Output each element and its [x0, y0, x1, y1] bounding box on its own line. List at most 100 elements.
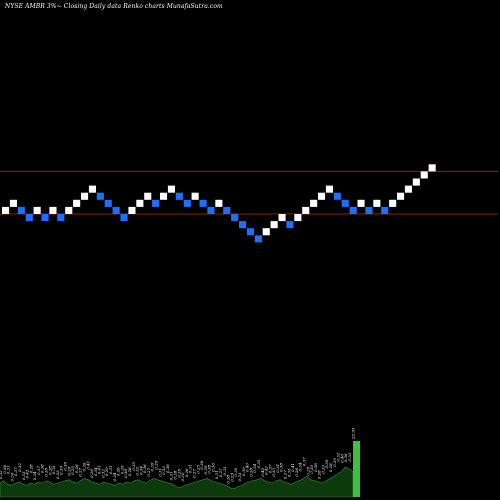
volume-label: 0.32 — [0, 470, 3, 479]
volume-label: 0.27 — [283, 470, 288, 479]
renko-brick-up — [302, 206, 310, 214]
volume-label: 0.27 — [146, 467, 151, 476]
volume-label: 0.42 — [264, 466, 269, 475]
volume-label: 0.34 — [298, 462, 303, 471]
volume-label: 0.33 — [237, 472, 242, 481]
volume-label: 0.25 — [70, 466, 75, 475]
volume-label: 0.26 — [82, 462, 87, 471]
volume-label: 0.36 — [165, 464, 170, 473]
volume-area — [0, 466, 354, 498]
renko-brick-down — [231, 214, 239, 222]
renko-brick-up — [294, 214, 302, 222]
volume-label: 0.37 — [302, 457, 307, 466]
volume-panel: 0.320.360.310.390.370.320.330.420.280.34… — [0, 427, 360, 498]
renko-brick-up — [33, 206, 41, 214]
volume-label: 0.28 — [294, 467, 299, 476]
volume-label: 0.36 — [63, 461, 68, 470]
renko-brick-up — [65, 206, 73, 214]
volume-label: 0.26 — [184, 468, 189, 477]
volume-label: 0.40 — [339, 454, 344, 463]
volume-label: 0.33 — [21, 471, 26, 480]
volume-label: 0.29 — [229, 473, 234, 482]
volume-label: 0.29 — [119, 465, 124, 474]
renko-brick-up — [73, 199, 81, 207]
renko-brick-up — [278, 214, 286, 222]
renko-bricks — [2, 164, 436, 243]
volume-label: 0.35 — [256, 459, 261, 468]
volume-label: 0.28 — [317, 470, 322, 479]
renko-brick-down — [96, 192, 104, 200]
renko-brick-up — [49, 206, 57, 214]
volume-label: 0.39 — [59, 466, 64, 475]
renko-brick-up — [9, 199, 17, 207]
volume-label: 0.25 — [305, 466, 310, 475]
renko-brick-down — [381, 206, 389, 214]
volume-label: 0.31 — [157, 468, 162, 477]
volume-label: 0.29 — [66, 466, 71, 475]
volume-label: 0.29 — [203, 465, 208, 474]
volume-label: 0.39 — [324, 459, 329, 468]
volume-label: 0.37 — [36, 466, 41, 475]
volume-label: 0.27 — [78, 467, 83, 476]
renko-brick-up — [428, 164, 436, 172]
renko-brick-down — [183, 199, 191, 207]
renko-brick-up — [262, 228, 270, 236]
volume-label: 0.37 — [13, 467, 18, 476]
volume-label: 0.34 — [252, 463, 257, 472]
volume-label: 0.39 — [9, 472, 14, 481]
volume-label: 0.36 — [210, 463, 215, 472]
volume-label: 0.33 — [161, 466, 166, 475]
volume-label: 0.31 — [275, 464, 280, 473]
renko-brick-down — [207, 206, 215, 214]
volume-label: 22.93 — [351, 427, 356, 440]
renko-brick-down — [246, 228, 254, 236]
renko-brick-down — [349, 206, 357, 214]
volume-label: 0.36 — [199, 460, 204, 469]
renko-brick-up — [325, 185, 333, 193]
volume-label: 0.41 — [290, 463, 295, 472]
volume-label: 0.40 — [245, 463, 250, 472]
renko-brick-up — [270, 221, 278, 229]
volume-label: 0.28 — [28, 464, 33, 473]
volume-label: 0.26 — [116, 467, 121, 476]
volume-label: 0.31 — [108, 465, 113, 474]
volume-label: 0.28 — [328, 463, 333, 472]
renko-brick-up — [128, 206, 136, 214]
volume-label: 0.36 — [343, 453, 348, 462]
renko-brick-up — [420, 171, 428, 179]
volume-label: 0.31 — [169, 471, 174, 480]
volume-label: 0.36 — [2, 464, 7, 473]
volume-label: 0.29 — [104, 467, 109, 476]
volume-label: 0.39 — [241, 467, 246, 476]
volume-label: 0.38 — [279, 463, 284, 472]
volume-label: 0.35 — [131, 461, 136, 470]
renko-brick-up — [88, 185, 96, 193]
renko-brick-up — [357, 199, 365, 207]
reference-levels — [0, 170, 498, 215]
renko-brick-down — [152, 199, 160, 207]
volume-label: 0.28 — [248, 467, 253, 476]
volume-label: 0.38 — [207, 464, 212, 473]
volume-label: 0.34 — [138, 466, 143, 475]
volume-labels: 0.320.360.310.390.370.320.330.420.280.34… — [0, 427, 356, 484]
volume-label: 0.27 — [218, 468, 223, 477]
renko-brick-up — [144, 192, 152, 200]
renko-brick-up — [215, 199, 223, 207]
renko-brick-down — [365, 206, 373, 214]
renko-brick-down — [333, 192, 341, 200]
volume-label: 0.31 — [6, 465, 11, 474]
volume-label: 0.40 — [260, 467, 265, 476]
renko-brick-up — [310, 199, 318, 207]
renko-brick-down — [254, 235, 262, 243]
renko-brick-down — [104, 199, 112, 207]
volume-label: 0.33 — [55, 470, 60, 479]
renko-brick-up — [389, 199, 397, 207]
renko-brick-down — [286, 221, 294, 229]
volume-label: 0.35 — [286, 468, 291, 477]
volume-label: 0.32 — [17, 463, 22, 472]
volume-label: 0.29 — [154, 460, 159, 469]
renko-brick-down — [112, 206, 120, 214]
renko-brick-down — [199, 199, 207, 207]
renko-brick-up — [412, 178, 420, 186]
volume-label: 0.39 — [150, 462, 155, 471]
